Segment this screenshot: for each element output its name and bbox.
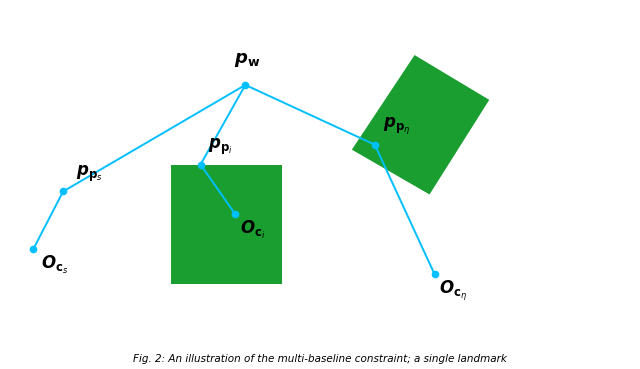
Text: Fig. 2: An illustration of the multi-baseline constraint; a single landmark: Fig. 2: An illustration of the multi-bas… (133, 354, 507, 364)
Text: $\boldsymbol{O}_{\mathbf{c}_i}$: $\boldsymbol{O}_{\mathbf{c}_i}$ (241, 219, 266, 241)
Text: $\boldsymbol{O}_{\mathbf{c}_s}$: $\boldsymbol{O}_{\mathbf{c}_s}$ (41, 254, 68, 276)
Text: $\boldsymbol{p}_\mathbf{w}$: $\boldsymbol{p}_\mathbf{w}$ (234, 51, 260, 69)
Text: $\boldsymbol{p}_{\mathbf{p}_s}$: $\boldsymbol{p}_{\mathbf{p}_s}$ (76, 163, 103, 183)
Text: $\boldsymbol{p}_{\mathbf{p}_i}$: $\boldsymbol{p}_{\mathbf{p}_i}$ (209, 137, 234, 156)
Polygon shape (352, 55, 489, 194)
Bar (171, 165, 282, 284)
Text: $\boldsymbol{O}_{\mathbf{c}_\eta}$: $\boldsymbol{O}_{\mathbf{c}_\eta}$ (440, 279, 468, 303)
Text: $\boldsymbol{p}_{\mathbf{p}_\eta}$: $\boldsymbol{p}_{\mathbf{p}_\eta}$ (383, 115, 410, 137)
